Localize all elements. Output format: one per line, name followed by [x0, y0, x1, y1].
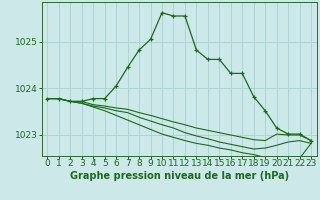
X-axis label: Graphe pression niveau de la mer (hPa): Graphe pression niveau de la mer (hPa) [70, 171, 289, 181]
